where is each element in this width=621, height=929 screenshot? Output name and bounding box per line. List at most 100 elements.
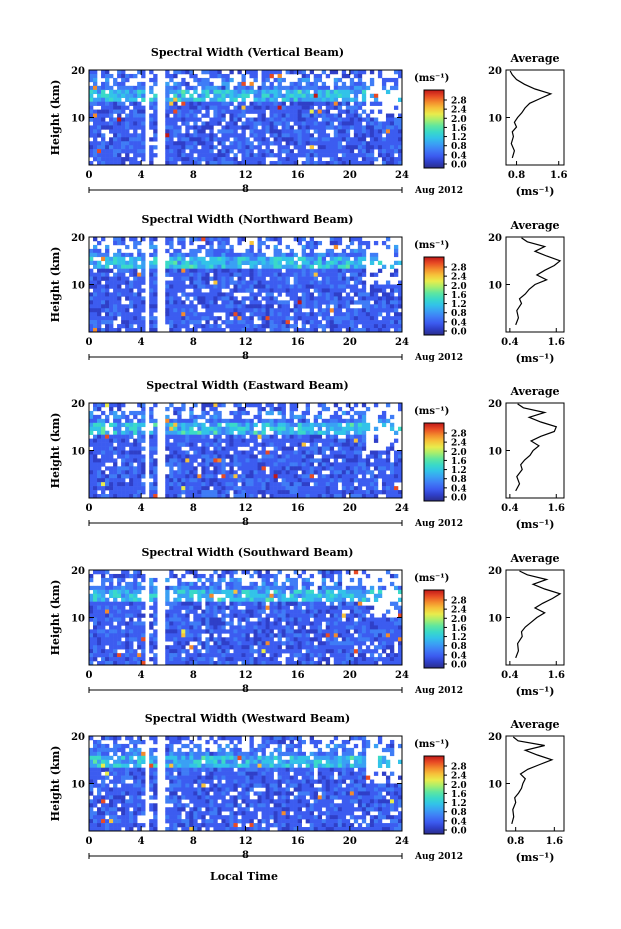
heatmap-cell: [181, 418, 186, 424]
heatmap-cell: [173, 109, 178, 114]
heatmap-cell: [301, 312, 306, 317]
heatmap-cell: [137, 490, 142, 495]
heatmap-cell: [101, 81, 106, 87]
heatmap-cell: [269, 312, 274, 317]
heatmap-cell: [221, 101, 226, 106]
heatmap-cell: [377, 418, 383, 424]
heatmap-cell: [265, 422, 270, 428]
heatmap-cell: [353, 292, 359, 297]
heatmap-cell: [309, 109, 315, 114]
heatmap-cell: [341, 260, 347, 266]
heatmap-cell: [109, 101, 114, 106]
heatmap-cell: [141, 438, 146, 443]
heatmap-cell: [381, 466, 387, 471]
heatmap-cell: [325, 101, 331, 106]
heatmap-cell: [333, 125, 339, 130]
heatmap-cell: [121, 653, 126, 658]
heatmap-cell: [357, 308, 363, 313]
heatmap-cell: [337, 466, 343, 471]
heatmap-cell: [105, 73, 110, 79]
heatmap-cell: [393, 288, 399, 293]
heatmap-cell: [325, 300, 331, 305]
heatmap-cell: [285, 490, 290, 495]
heatmap-cell: [109, 617, 114, 622]
heatmap-cell: [137, 300, 142, 305]
heatmap-cell: [257, 244, 262, 250]
heatmap-cell: [297, 296, 302, 301]
heatmap-cell: [165, 446, 170, 451]
heatmap-cell: [225, 296, 230, 301]
heatmap-cell: [189, 312, 194, 317]
heatmap-cell: [213, 153, 218, 158]
heatmap-cell: [153, 308, 158, 313]
heatmap-cell: [293, 422, 298, 428]
heatmap-cell: [317, 125, 323, 130]
x-tick-label: 12: [239, 503, 253, 514]
heatmap-cell: [141, 276, 146, 281]
heatmap-cell: [185, 276, 190, 281]
heatmap-cell: [113, 458, 118, 463]
heatmap-cell: [345, 252, 351, 258]
heatmap-cell: [345, 308, 351, 313]
heatmap-cell: [361, 438, 367, 443]
heatmap-cell: [305, 450, 310, 455]
heatmap-cell: [261, 466, 266, 471]
heatmap-cell: [201, 466, 206, 471]
heatmap-cell: [233, 97, 238, 102]
heatmap-cell: [141, 264, 146, 269]
heatmap-cell: [153, 324, 158, 329]
heatmap-cell: [329, 434, 335, 439]
heatmap-cell: [221, 478, 226, 483]
heatmap-cell: [105, 637, 110, 642]
heatmap-cell: [133, 101, 138, 106]
heatmap-cell: [265, 458, 270, 463]
heatmap-cell: [393, 121, 399, 126]
heatmap-cell: [133, 661, 138, 666]
heatmap-cell: [153, 125, 158, 130]
heatmap-cell: [201, 292, 206, 297]
heatmap-cell: [165, 121, 170, 126]
heatmap-cell: [97, 597, 102, 602]
heatmap-cell: [149, 97, 154, 102]
heatmap-cell: [297, 105, 302, 110]
heatmap-cell: [221, 462, 226, 467]
heatmap-cell: [141, 573, 146, 579]
heatmap-cell: [321, 406, 327, 412]
heatmap-cell: [245, 308, 250, 313]
heatmap-cell: [237, 324, 242, 329]
heatmap-cell: [381, 474, 387, 479]
heatmap-cell: [245, 422, 250, 428]
heatmap-cell: [345, 458, 351, 463]
heatmap-cell: [297, 276, 302, 281]
heatmap-cell: [137, 462, 142, 467]
heatmap-cell: [133, 137, 138, 142]
heatmap-cell: [305, 121, 310, 126]
heatmap-cell: [185, 304, 190, 309]
heatmap-cell: [297, 418, 302, 424]
heatmap-cell: [89, 280, 94, 285]
heatmap-cell: [181, 276, 186, 281]
heatmap-cell: [233, 308, 238, 313]
heatmap-cell: [265, 288, 270, 293]
heatmap-cell: [205, 462, 210, 467]
heatmap-cell: [153, 613, 158, 618]
heatmap-cell: [241, 304, 246, 309]
heatmap-cell: [373, 145, 379, 150]
heatmap-cell: [317, 422, 323, 428]
heatmap-cell: [369, 141, 375, 146]
heatmap-cell: [341, 93, 347, 99]
heatmap-cell: [249, 153, 254, 158]
heatmap-cell: [165, 260, 170, 266]
heatmap-cell: [261, 113, 266, 118]
heatmap-cell: [133, 157, 138, 162]
heatmap-cell: [205, 446, 210, 451]
heatmap-cell: [189, 284, 194, 289]
heatmap-cell: [201, 316, 206, 321]
heatmap-cell: [357, 466, 363, 471]
heatmap-cell: [165, 149, 170, 154]
heatmap-cell: [201, 264, 206, 269]
heatmap-cell: [97, 629, 102, 634]
heatmap-cell: [185, 89, 190, 95]
heatmap-cell: [177, 633, 182, 638]
heatmap-cell: [277, 312, 282, 317]
